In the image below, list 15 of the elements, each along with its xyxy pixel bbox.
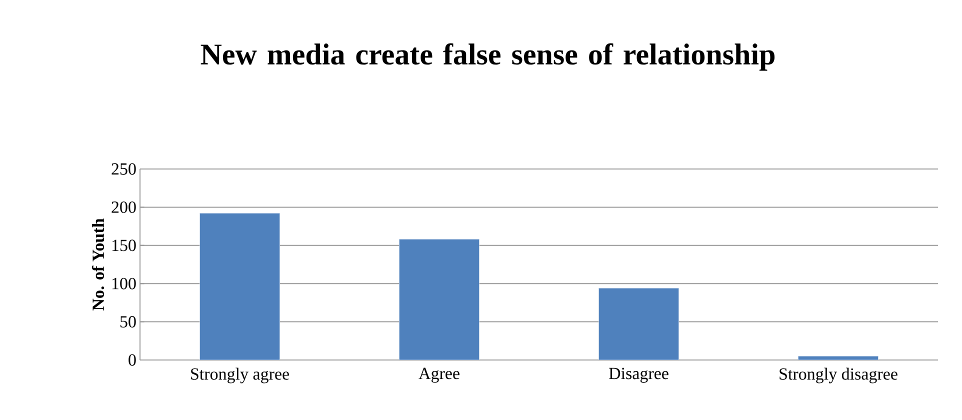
bar bbox=[200, 213, 280, 360]
y-tick-label: 250 bbox=[112, 163, 136, 175]
y-tick-label: 100 bbox=[112, 278, 136, 290]
x-tick-label: Strongly agree bbox=[191, 368, 289, 384]
x-tick-label: Disagree bbox=[609, 368, 668, 383]
y-tick-label: 0 bbox=[128, 354, 136, 366]
bar bbox=[598, 288, 679, 360]
y-tick-label: 200 bbox=[112, 201, 136, 213]
x-tick-label: Agree bbox=[418, 368, 460, 383]
y-tick-label: 50 bbox=[120, 316, 136, 328]
y-tick-label: 150 bbox=[112, 240, 136, 252]
y-axis-title: No. of Youth bbox=[92, 218, 104, 310]
x-tick-label: Strongly disagree bbox=[780, 368, 898, 384]
chart-title: New media create false sense of relationship bbox=[200, 43, 775, 71]
bar bbox=[399, 239, 480, 360]
